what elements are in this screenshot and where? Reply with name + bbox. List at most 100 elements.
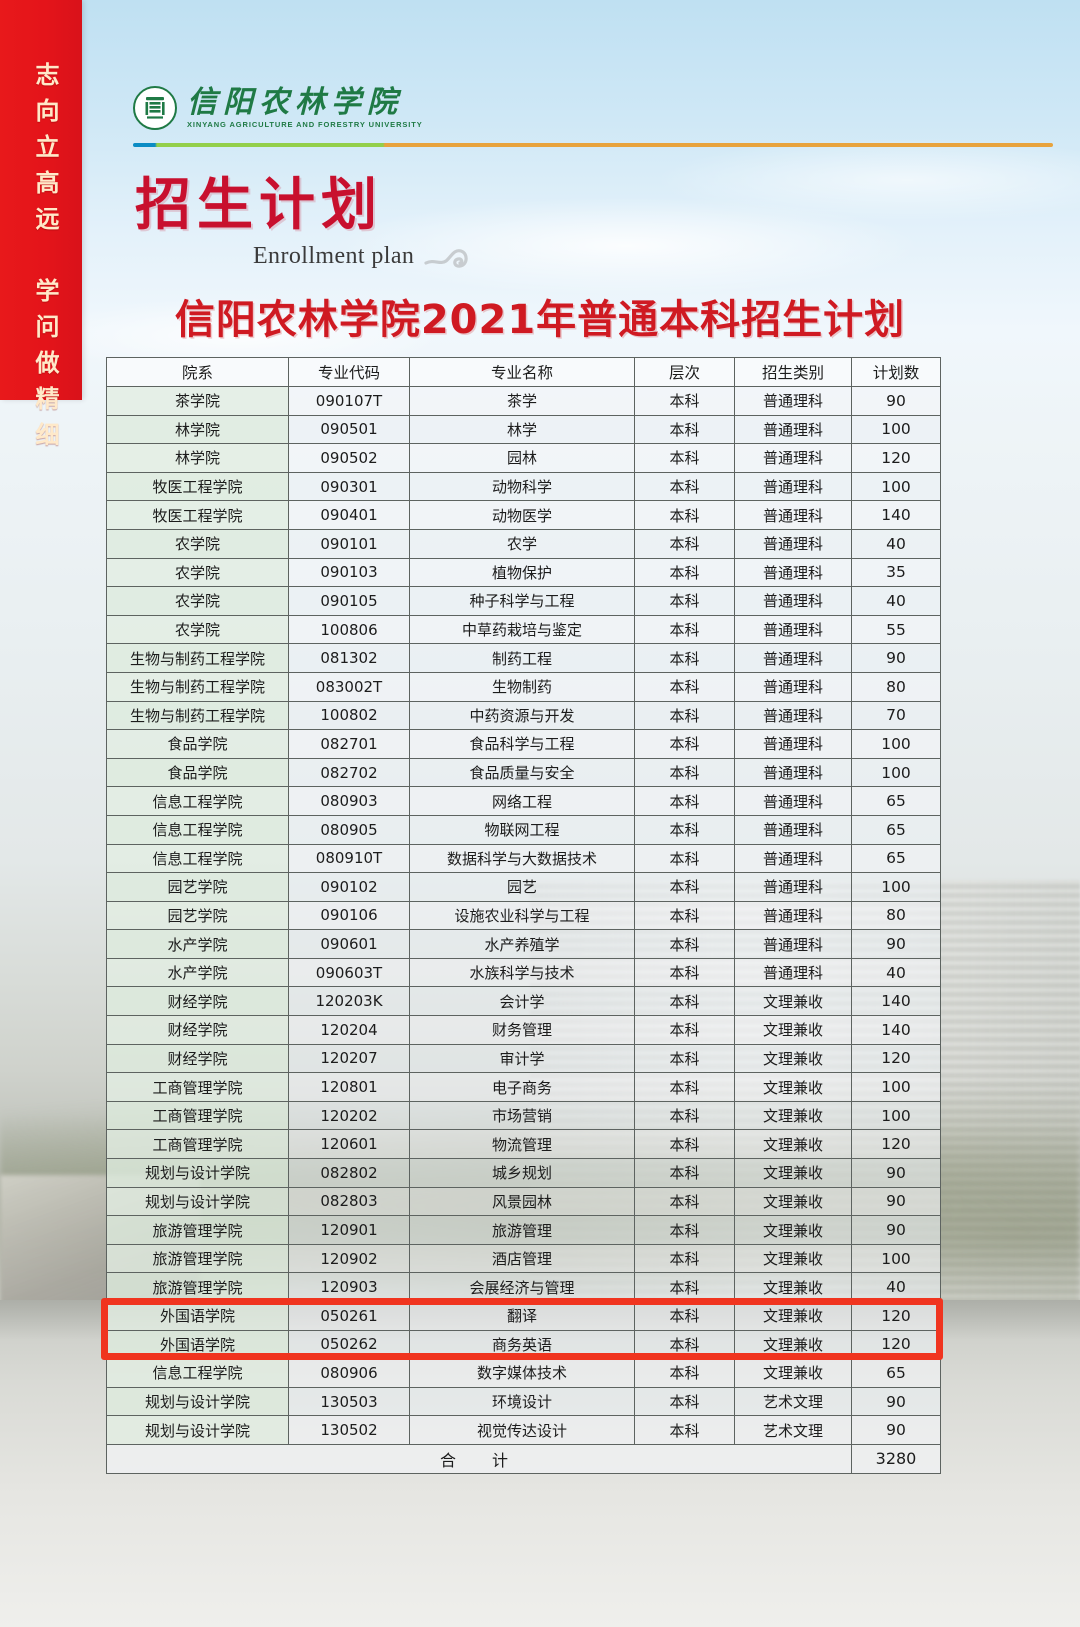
table-row: 水产学院 090603T 水族科学与技术 本科 普通理科 40	[106, 957, 941, 988]
cell-category: 文理兼收	[734, 986, 852, 1017]
enrollment-plan-table: 院系 专业代码 专业名称 层次 招生类别 计划数 茶学院 090107T 茶学 本科普…	[106, 357, 941, 1474]
cell-level: 本科	[634, 1100, 735, 1131]
cell-major-code: 100806	[288, 614, 410, 645]
cell-department: 信息工程学院	[106, 814, 289, 845]
cell-quota: 90	[851, 1158, 941, 1188]
cell-quota: 70	[851, 700, 941, 731]
total-label: 合 计	[106, 1443, 852, 1474]
cell-level: 本科	[634, 872, 735, 902]
cell-quota: 90	[851, 386, 941, 416]
cell-category: 普通理科	[734, 586, 852, 616]
table-row: 食品学院 082702 食品质量与安全 本科 普通理科 100	[106, 757, 941, 788]
table-row: 园艺学院 090106 设施农业科学与工程 本科 普通理科 80	[106, 900, 941, 931]
cell-major-code: 083002T	[288, 671, 410, 702]
cell-major-code: 090501	[288, 414, 410, 445]
table-row: 农学院 090103 植物保护 本科 普通理科 35	[106, 557, 941, 588]
cell-major-code: 120903	[288, 1272, 410, 1302]
page-header: 信阳农林学院 XINYANG AGRICULTURE AND FORESTRY …	[0, 0, 1080, 350]
table-row: 牧医工程学院 090301 动物科学 本科 普通理科 100	[106, 471, 941, 502]
cell-major-name: 设施农业科学与工程	[409, 900, 635, 931]
table-row: 工商管理学院 120202 市场营销 本科 文理兼收 100	[106, 1100, 941, 1131]
cell-major-name: 农学	[409, 528, 635, 559]
cell-major-code: 082701	[288, 729, 410, 759]
cell-major-name: 动物科学	[409, 471, 635, 502]
table-row: 信息工程学院 080905 物联网工程 本科 普通理科 65	[106, 814, 941, 845]
cell-level: 本科	[634, 557, 735, 588]
cell-category: 文理兼收	[734, 1243, 852, 1274]
cell-level: 本科	[634, 1243, 735, 1274]
cell-quota: 80	[851, 900, 941, 931]
cell-department: 生物与制药工程学院	[106, 700, 289, 731]
header-divider	[133, 143, 1053, 147]
cell-level: 本科	[634, 443, 735, 473]
table-row: 工商管理学院 120601 物流管理 本科 文理兼收 120	[106, 1129, 941, 1160]
cell-level: 本科	[634, 1386, 735, 1417]
cell-department: 生物与制药工程学院	[106, 643, 289, 673]
table-body: 茶学院 090107T 茶学 本科 普通理科 90 林学院 090501 林学 本科 普通理科 100…	[106, 386, 941, 1474]
cell-major-name: 物流管理	[409, 1129, 635, 1160]
table-total-row: 合 计 3280	[106, 1443, 941, 1474]
cell-department: 茶学院	[106, 386, 289, 416]
cell-department: 旅游管理学院	[106, 1272, 289, 1302]
cell-major-code: 120901	[288, 1215, 410, 1245]
table-row: 农学院 100806 中草药栽培与鉴定 本科 普通理科 55	[106, 614, 941, 645]
table-row: 农学院 090105 种子科学与工程 本科 普通理科 40	[106, 586, 941, 616]
cell-category: 文理兼收	[734, 1100, 852, 1131]
column-header-major-name: 专业名称	[409, 357, 635, 387]
cell-quota: 35	[851, 557, 941, 588]
cell-major-name: 翻译	[409, 1301, 635, 1331]
cell-category: 艺术文理	[734, 1415, 852, 1445]
cell-department: 信息工程学院	[106, 1358, 289, 1388]
cell-level: 本科	[634, 786, 735, 816]
cell-major-name: 林学	[409, 414, 635, 445]
table-row: 规划与设计学院 130502 视觉传达设计 本科 艺术文理 90	[106, 1415, 941, 1445]
cell-major-code: 130503	[288, 1386, 410, 1417]
column-header-major-code: 专业代码	[288, 357, 410, 387]
cell-department: 规划与设计学院	[106, 1158, 289, 1188]
cell-major-name: 生物制药	[409, 671, 635, 702]
cell-level: 本科	[634, 386, 735, 416]
table-header-row: 院系 专业代码 专业名称 层次 招生类别 计划数	[106, 357, 941, 387]
cell-category: 文理兼收	[734, 1043, 852, 1074]
cell-major-code: 082803	[288, 1186, 410, 1217]
column-header-level: 层次	[634, 357, 735, 387]
cell-department: 食品学院	[106, 757, 289, 788]
cell-major-name: 中药资源与开发	[409, 700, 635, 731]
table-row: 园艺学院 090102 园艺 本科 普通理科 100	[106, 872, 941, 902]
table-row: 水产学院 090601 水产养殖学 本科 普通理科 90	[106, 929, 941, 959]
cell-major-code: 120902	[288, 1243, 410, 1274]
cell-category: 普通理科	[734, 671, 852, 702]
cell-category: 艺术文理	[734, 1386, 852, 1417]
cell-level: 本科	[634, 843, 735, 874]
table-row: 信息工程学院 080910T 数据科学与大数据技术 本科 普通理科 65	[106, 843, 941, 874]
cell-major-code: 082702	[288, 757, 410, 788]
cell-category: 普通理科	[734, 786, 852, 816]
cell-major-code: 080906	[288, 1358, 410, 1388]
cell-major-name: 动物医学	[409, 500, 635, 530]
cell-major-code: 120207	[288, 1043, 410, 1074]
cell-category: 文理兼收	[734, 1072, 852, 1102]
cell-level: 本科	[634, 1301, 735, 1331]
cell-department: 财经学院	[106, 1015, 289, 1045]
table-row: 规划与设计学院 082803 风景园林 本科 文理兼收 90	[106, 1186, 941, 1217]
cell-major-code: 090401	[288, 500, 410, 530]
cell-major-name: 水族科学与技术	[409, 957, 635, 988]
brand-name-cn: 信阳农林学院	[187, 85, 403, 119]
cell-major-code: 090502	[288, 443, 410, 473]
cell-major-code: 090101	[288, 528, 410, 559]
cell-category: 普通理科	[734, 386, 852, 416]
cell-quota: 120	[851, 1129, 941, 1160]
cell-major-code: 090301	[288, 471, 410, 502]
cell-level: 本科	[634, 500, 735, 530]
cell-category: 普通理科	[734, 757, 852, 788]
cell-quota: 55	[851, 614, 941, 645]
cell-category: 普通理科	[734, 729, 852, 759]
cell-department: 农学院	[106, 586, 289, 616]
cell-category: 普通理科	[734, 872, 852, 902]
cell-quota: 100	[851, 414, 941, 445]
cell-major-code: 082802	[288, 1158, 410, 1188]
cell-major-name: 旅游管理	[409, 1215, 635, 1245]
cell-quota: 100	[851, 1072, 941, 1102]
cell-major-code: 120202	[288, 1100, 410, 1131]
cell-quota: 65	[851, 786, 941, 816]
